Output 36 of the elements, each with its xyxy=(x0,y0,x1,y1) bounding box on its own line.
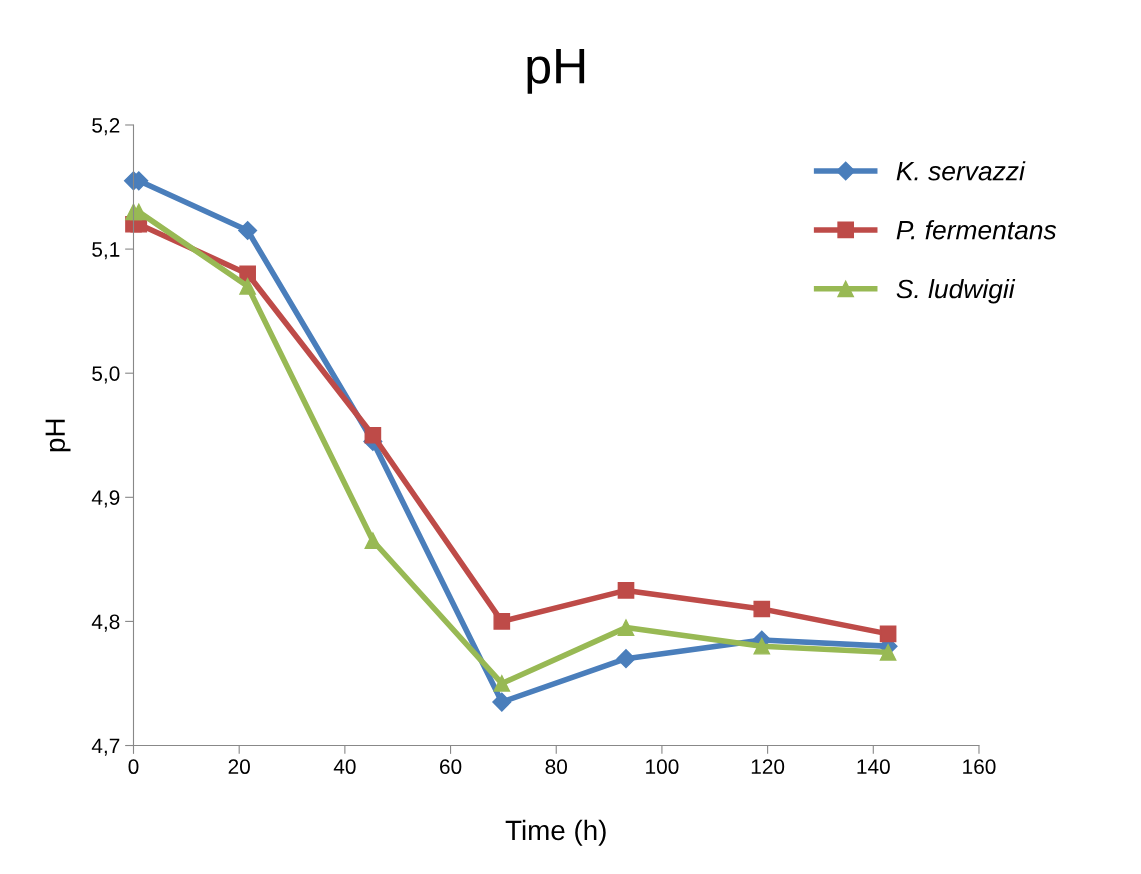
y-tick-label: 4,8 xyxy=(91,614,120,632)
legend-label: K. servazzi xyxy=(896,161,1026,181)
point xyxy=(493,613,511,630)
point xyxy=(364,426,382,444)
x-tick-label: 20 xyxy=(228,759,250,775)
point xyxy=(493,675,511,692)
chart-title: pH xyxy=(527,48,585,94)
point xyxy=(753,637,771,655)
point xyxy=(617,619,635,636)
x-tick-label: 0 xyxy=(128,759,139,775)
x-tick-label: 120 xyxy=(751,759,785,775)
point xyxy=(130,203,148,221)
legend-label: P. fermentans xyxy=(896,220,1057,240)
x-tick-label: 160 xyxy=(963,759,996,775)
x-tick-label: 80 xyxy=(545,759,568,775)
point xyxy=(364,532,382,550)
point xyxy=(879,625,897,643)
y-tick-label: 4,7 xyxy=(91,738,120,756)
point xyxy=(616,649,636,669)
x-axis-title: Time (h) xyxy=(505,819,606,846)
point xyxy=(239,277,256,295)
x-tick-label: 140 xyxy=(857,759,890,775)
x-tick-label: 100 xyxy=(646,759,679,775)
x-tick-label: 40 xyxy=(333,759,356,775)
point xyxy=(492,692,512,712)
point xyxy=(753,600,771,618)
legend-label: S. ludwigii xyxy=(896,278,1016,304)
x-tick-label: 60 xyxy=(440,759,462,775)
point xyxy=(879,644,897,661)
point xyxy=(238,220,258,241)
y-axis-title: pH xyxy=(45,419,71,452)
y-tick-label: 4,9 xyxy=(91,490,120,508)
y-tick-label: 5,0 xyxy=(92,366,120,384)
y-tick-label: 5,1 xyxy=(92,242,120,260)
point xyxy=(617,582,635,599)
y-tick-label: 5,2 xyxy=(92,117,120,136)
